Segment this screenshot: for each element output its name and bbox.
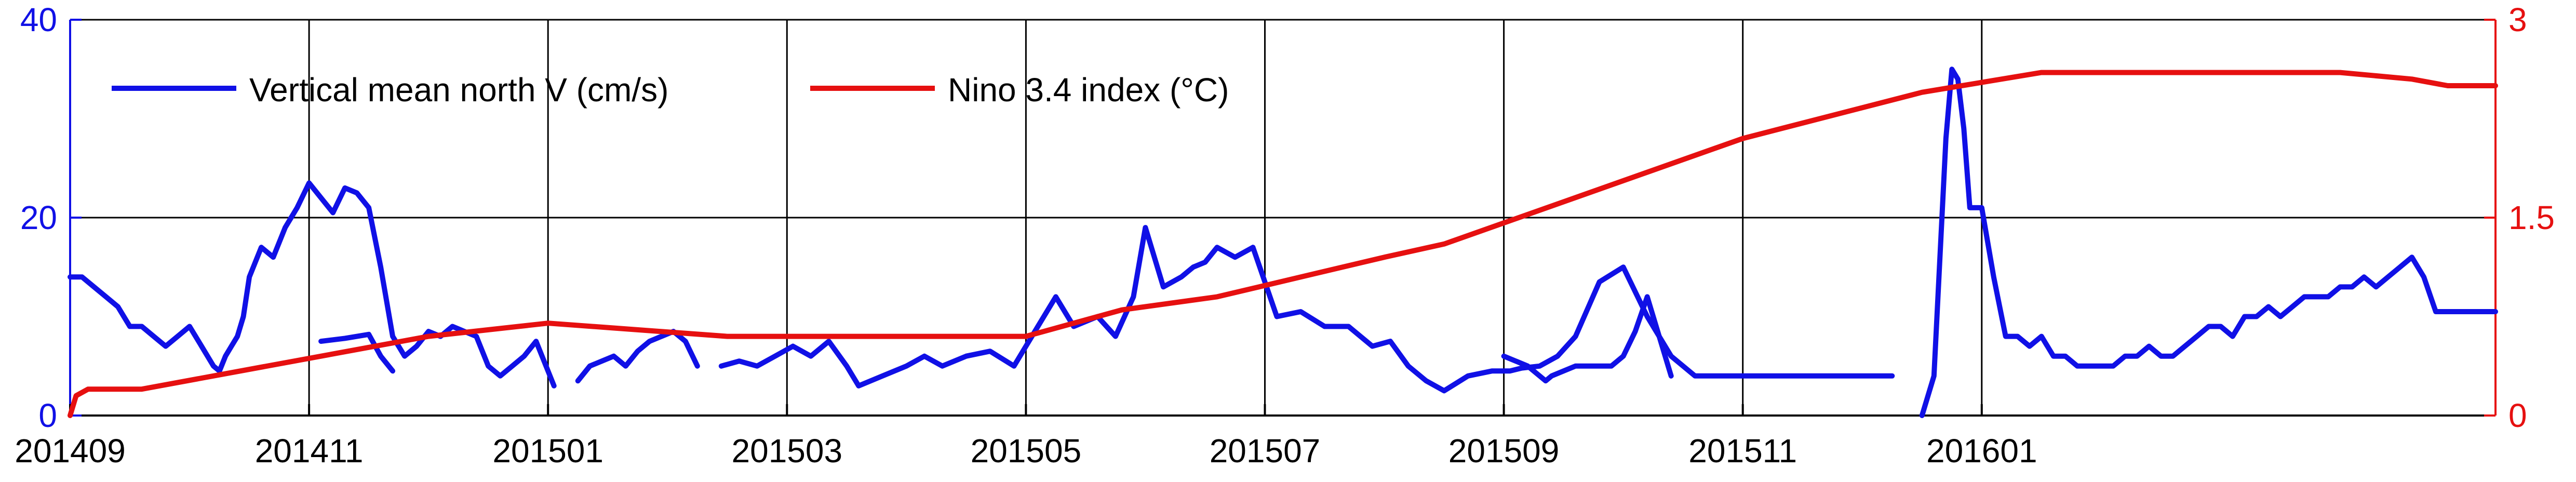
y-right-tick-label: 3 <box>2508 1 2527 38</box>
series-line-v-segment <box>68 180 557 389</box>
x-tick-label: 201601 <box>1926 432 2037 470</box>
x-tick-label: 201507 <box>1210 432 1321 470</box>
y-right-tick-label: 0 <box>2508 397 2527 434</box>
series-layer <box>68 66 2498 418</box>
series-line-v-segment <box>718 225 1895 394</box>
legend-label-v: Vertical mean north V (cm/s) <box>249 71 668 109</box>
series-line-nino <box>68 70 2498 418</box>
y-left-tick-label: 0 <box>38 397 57 434</box>
series-line-v-segment <box>1501 294 1674 384</box>
x-tick-label: 201411 <box>255 432 364 470</box>
tick-labels: 201409 201411 201501 201503 201505 201507 2015… <box>15 1 2555 470</box>
x-tick-label: 201511 <box>1688 432 1797 470</box>
x-tick-label: 201409 <box>15 432 126 470</box>
x-tick-label: 201503 <box>732 432 843 470</box>
y-right-tick-label: 1.5 <box>2508 199 2555 236</box>
axes <box>69 19 2497 417</box>
x-tick-label: 201505 <box>971 432 1082 470</box>
x-tick-label: 201501 <box>492 432 603 470</box>
legend: Vertical mean north V (cm/s) Nino 3.4 in… <box>112 71 1229 109</box>
x-tick-label: 201509 <box>1448 432 1560 470</box>
series-line-v-segment <box>318 331 396 374</box>
series-line-v-segment <box>1919 66 2498 418</box>
series-line-v-segment <box>575 329 700 384</box>
y-left-tick-label: 40 <box>20 1 57 38</box>
y-left-tick-label: 20 <box>20 199 57 236</box>
legend-label-nino: Nino 3.4 index (°C) <box>948 71 1229 109</box>
